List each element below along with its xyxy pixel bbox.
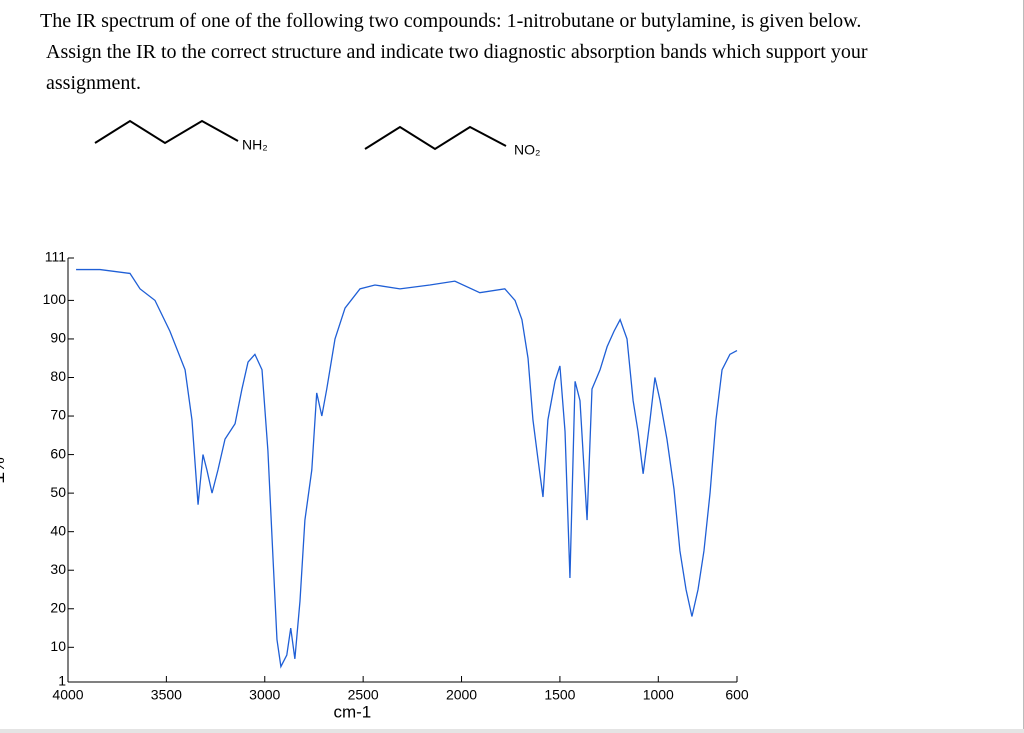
x-tick-label: 4000 bbox=[52, 687, 83, 703]
y-tick-label: 70 bbox=[50, 407, 66, 423]
y-tick-label: 111 bbox=[45, 249, 66, 265]
y-tick-label: 90 bbox=[50, 330, 66, 346]
spectrum-line bbox=[76, 268, 738, 669]
y-tick-label: 60 bbox=[50, 445, 66, 461]
structure-skeleton bbox=[94, 119, 239, 145]
y-tick-label: 80 bbox=[50, 368, 66, 384]
spectrum-chart: 1 10 20 30 40 50 60 70 80 90 100 111 4000 3500 3000 250… bbox=[0, 249, 749, 722]
x-axis-label: cm-1 bbox=[333, 702, 371, 721]
structure-label: NO₂ bbox=[514, 142, 540, 158]
x-tick-label: 1000 bbox=[643, 687, 674, 703]
x-tick-label: 3500 bbox=[151, 687, 182, 703]
border bbox=[0, 729, 1024, 733]
y-tick-label: 10 bbox=[50, 638, 66, 654]
x-tick-label: 3000 bbox=[249, 687, 280, 703]
y-tick-label: 30 bbox=[50, 561, 66, 577]
y-tick-label: 50 bbox=[50, 484, 66, 500]
y-tick-label: 1 bbox=[58, 673, 66, 689]
question-line: Assign the IR to the correct structure a… bbox=[46, 41, 868, 63]
x-tick-label: 2000 bbox=[446, 687, 477, 703]
y-axis-label: %T bbox=[0, 457, 8, 483]
y-tick-label: 20 bbox=[50, 599, 66, 615]
y-tick-label: 100 bbox=[43, 291, 67, 307]
y-tick-label: 40 bbox=[50, 522, 66, 538]
x-tick-label: 600 bbox=[725, 687, 749, 703]
question: The IR spectrum of one of the following … bbox=[40, 6, 1020, 99]
structure-label: NH₂ bbox=[242, 137, 268, 153]
structure-skeleton bbox=[364, 125, 507, 151]
x-tick-label: 1500 bbox=[544, 687, 575, 703]
x-tick-label: 2500 bbox=[348, 687, 379, 703]
question-line: The IR spectrum of one of the following … bbox=[40, 10, 862, 32]
question-line: assignment. bbox=[46, 72, 141, 94]
